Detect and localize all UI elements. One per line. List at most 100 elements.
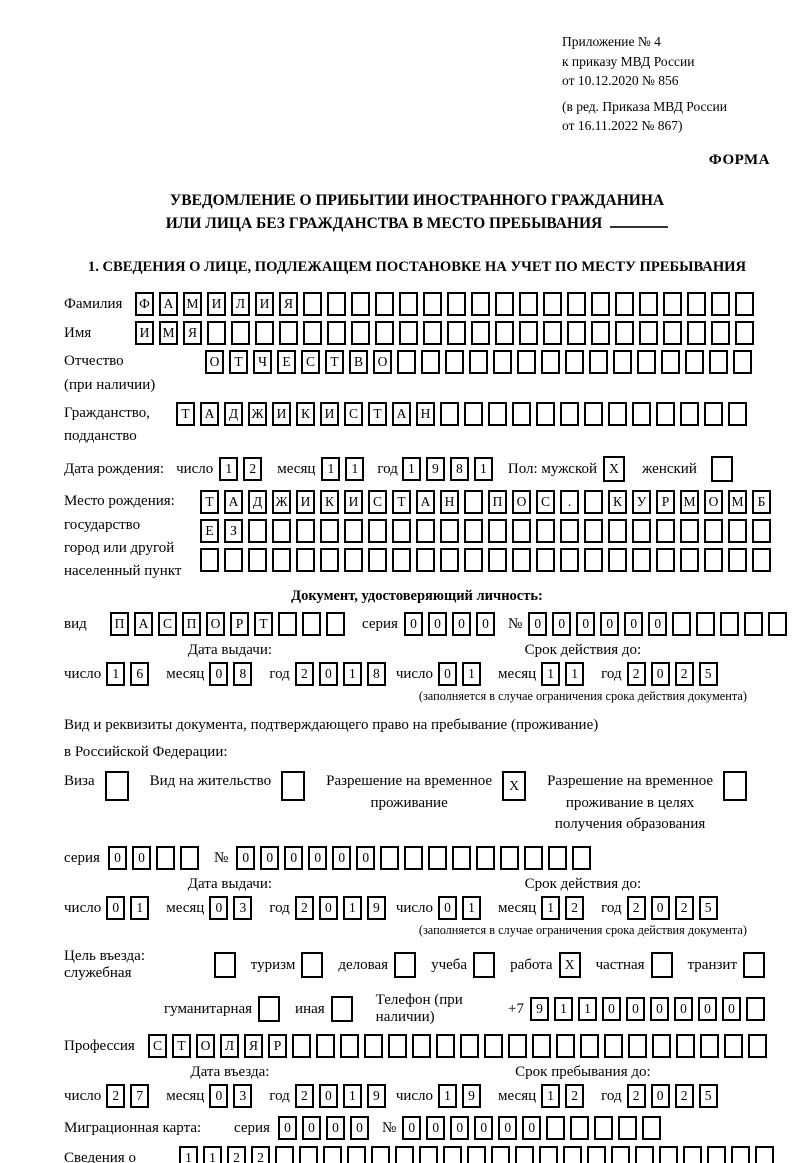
- char-cell[interactable]: [394, 952, 417, 979]
- char-cell[interactable]: 1: [462, 896, 482, 921]
- char-cell[interactable]: 0: [284, 846, 304, 871]
- char-cell[interactable]: [723, 770, 748, 801]
- char-cell[interactable]: 1: [345, 457, 365, 482]
- char-cell[interactable]: [447, 292, 466, 317]
- char-cell[interactable]: X: [558, 952, 581, 979]
- char-cell[interactable]: [397, 350, 416, 375]
- char-cell[interactable]: [213, 952, 236, 979]
- char-cell[interactable]: 8: [233, 662, 253, 687]
- char-cell[interactable]: [368, 548, 387, 573]
- char-cell[interactable]: [563, 1146, 582, 1163]
- char-cell[interactable]: Т: [229, 350, 248, 375]
- char-cell[interactable]: [344, 519, 363, 544]
- char-cell[interactable]: [495, 321, 514, 346]
- char-cell[interactable]: [589, 350, 608, 375]
- char-cell[interactable]: 0: [600, 612, 620, 637]
- char-cell[interactable]: 0: [260, 846, 280, 871]
- char-cell[interactable]: И: [255, 292, 274, 317]
- char-cell[interactable]: 0: [308, 846, 328, 871]
- char-cell[interactable]: Б: [752, 490, 771, 515]
- char-cell[interactable]: [524, 846, 544, 871]
- char-cell[interactable]: 0: [318, 1084, 338, 1109]
- char-cell[interactable]: А: [200, 401, 219, 426]
- char-cell[interactable]: Н: [416, 401, 435, 426]
- char-cell[interactable]: [351, 292, 370, 317]
- char-cell[interactable]: 0: [552, 612, 572, 637]
- char-cell[interactable]: Е: [200, 519, 219, 544]
- char-cell[interactable]: А: [134, 612, 153, 637]
- char-cell[interactable]: [567, 321, 586, 346]
- char-cell[interactable]: 0: [474, 1116, 494, 1141]
- char-cell[interactable]: 0: [277, 1116, 297, 1141]
- char-cell[interactable]: [484, 1034, 503, 1059]
- char-cell[interactable]: 0: [438, 662, 458, 687]
- char-cell[interactable]: [656, 401, 675, 426]
- char-cell[interactable]: 0: [325, 1116, 345, 1141]
- char-cell[interactable]: 0: [650, 1084, 670, 1109]
- char-cell[interactable]: [392, 548, 411, 573]
- char-cell[interactable]: [541, 350, 560, 375]
- char-cell[interactable]: 0: [648, 612, 668, 637]
- char-cell[interactable]: О: [206, 612, 225, 637]
- char-cell[interactable]: .: [560, 490, 579, 515]
- char-cell[interactable]: 1: [219, 457, 239, 482]
- char-cell[interactable]: 1: [342, 662, 362, 687]
- char-cell[interactable]: [371, 1146, 390, 1163]
- char-cell[interactable]: [567, 292, 586, 317]
- char-cell[interactable]: [469, 350, 488, 375]
- char-cell[interactable]: А: [392, 401, 411, 426]
- char-cell[interactable]: 1: [179, 1146, 198, 1163]
- char-cell[interactable]: [326, 612, 345, 637]
- char-cell[interactable]: [351, 321, 370, 346]
- char-cell[interactable]: 1: [106, 662, 126, 687]
- char-cell[interactable]: [488, 519, 507, 544]
- char-cell[interactable]: [728, 548, 747, 573]
- char-cell[interactable]: [591, 321, 610, 346]
- char-cell[interactable]: [404, 846, 424, 871]
- char-cell[interactable]: 9: [366, 896, 386, 921]
- char-cell[interactable]: [687, 321, 706, 346]
- char-cell[interactable]: 0: [426, 1116, 446, 1141]
- char-cell[interactable]: [316, 1034, 335, 1059]
- char-cell[interactable]: [292, 1034, 311, 1059]
- char-cell[interactable]: 1: [578, 997, 597, 1022]
- char-cell[interactable]: [632, 401, 651, 426]
- char-cell[interactable]: [495, 292, 514, 317]
- char-cell[interactable]: 5: [698, 662, 718, 687]
- char-cell[interactable]: [303, 292, 322, 317]
- char-cell[interactable]: Т: [254, 612, 273, 637]
- char-cell[interactable]: [299, 1146, 318, 1163]
- char-cell[interactable]: [428, 846, 448, 871]
- char-cell[interactable]: 2: [626, 1084, 646, 1109]
- char-cell[interactable]: [464, 548, 483, 573]
- char-cell[interactable]: [443, 1146, 462, 1163]
- char-cell[interactable]: [744, 612, 764, 637]
- char-cell[interactable]: [711, 292, 730, 317]
- char-cell[interactable]: [746, 997, 765, 1022]
- char-cell[interactable]: [661, 350, 680, 375]
- char-cell[interactable]: 0: [402, 1116, 422, 1141]
- char-cell[interactable]: К: [608, 490, 627, 515]
- char-cell[interactable]: [659, 1146, 678, 1163]
- char-cell[interactable]: 0: [107, 846, 127, 871]
- char-cell[interactable]: С: [148, 1034, 167, 1059]
- char-cell[interactable]: [639, 321, 658, 346]
- char-cell[interactable]: А: [159, 292, 178, 317]
- char-cell[interactable]: 1: [541, 896, 561, 921]
- char-cell[interactable]: [548, 846, 568, 871]
- char-cell[interactable]: [735, 321, 754, 346]
- char-cell[interactable]: 2: [294, 896, 314, 921]
- char-cell[interactable]: И: [320, 401, 339, 426]
- char-cell[interactable]: М: [728, 490, 747, 515]
- char-cell[interactable]: [224, 548, 243, 573]
- char-cell[interactable]: 0: [698, 997, 717, 1022]
- char-cell[interactable]: 0: [438, 896, 458, 921]
- char-cell[interactable]: [380, 846, 400, 871]
- char-cell[interactable]: [618, 1116, 638, 1141]
- char-cell[interactable]: [748, 1034, 767, 1059]
- char-cell[interactable]: [423, 321, 442, 346]
- char-cell[interactable]: 0: [650, 662, 670, 687]
- char-cell[interactable]: Д: [224, 401, 243, 426]
- char-cell[interactable]: 0: [650, 997, 669, 1022]
- char-cell[interactable]: [471, 321, 490, 346]
